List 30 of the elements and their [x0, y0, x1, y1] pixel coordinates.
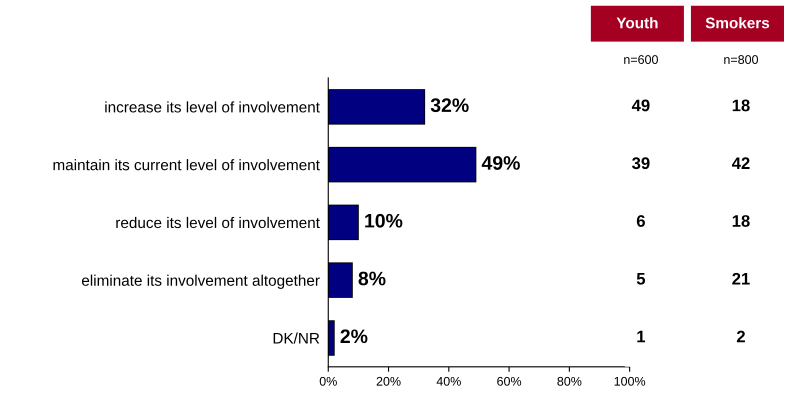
data-label: 39: [632, 157, 650, 170]
data-label: 10%: [365, 214, 402, 228]
x-tick-label: 60%: [497, 376, 522, 386]
data-label: 42: [732, 157, 750, 169]
data-label: 6: [636, 215, 645, 227]
y-tick-label: reduce its level of involvement: [116, 216, 320, 228]
x-tick-label: 40%: [436, 376, 461, 386]
data-label: 32%: [430, 98, 469, 112]
x-tick-label: Smokers: [706, 17, 770, 28]
data-label: 2%: [340, 329, 368, 344]
text: n=800: [724, 55, 758, 64]
x-tick-label: 80%: [557, 376, 582, 386]
x-tick-label: 100%: [614, 376, 646, 386]
y-tick-label: DK/NR: [274, 332, 320, 344]
data-label: 2: [736, 330, 745, 342]
data-label: 18: [732, 215, 750, 227]
x-tick-label: 0%: [320, 376, 337, 386]
data-label: 1: [637, 330, 646, 342]
x-tick-label: 20%: [376, 376, 401, 386]
text: n=600: [624, 55, 658, 64]
data-label: 18: [732, 100, 750, 112]
data-label: 5: [636, 273, 646, 285]
data-label: 21: [732, 272, 750, 284]
y-tick-label: eliminate its involvement altogether: [82, 274, 320, 289]
y-tick-label: increase its level of involvement: [105, 101, 320, 113]
x-tick-label: Youth: [616, 17, 658, 28]
y-tick-label: maintain its current level of involvement: [53, 159, 320, 170]
data-label: 8%: [358, 272, 386, 286]
data-label: 49: [632, 100, 650, 112]
data-label: 49%: [482, 156, 520, 170]
